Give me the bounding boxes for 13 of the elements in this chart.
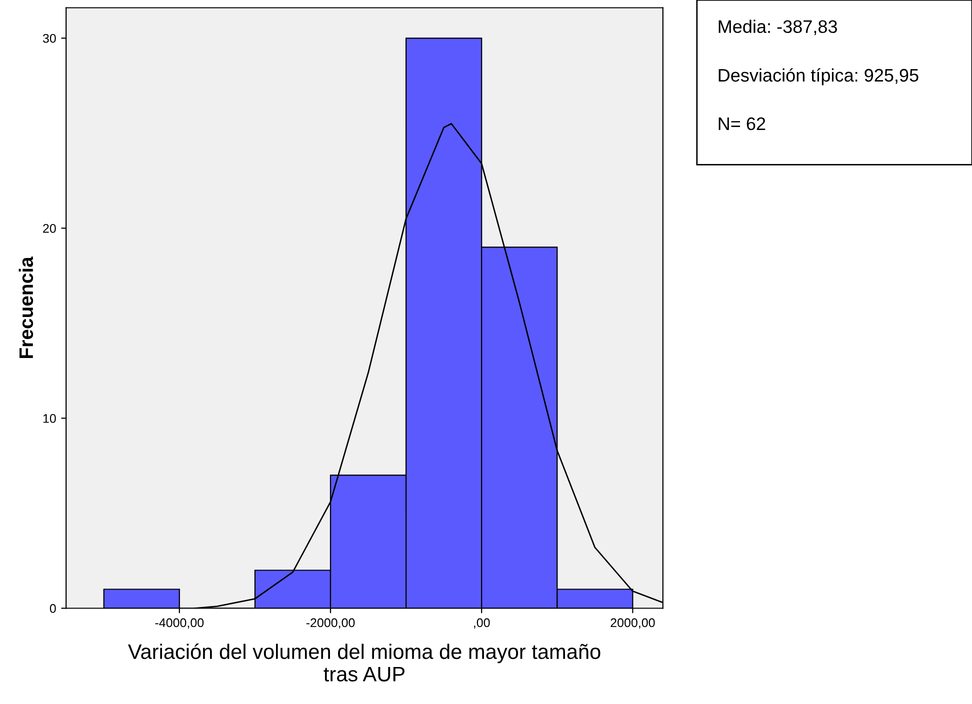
y-tick-label: 30 <box>42 34 56 43</box>
y-tick-label: 10 <box>43 414 56 423</box>
x-tick-label: -2000,00 <box>306 618 355 629</box>
y-tick-label: 20 <box>43 224 56 233</box>
text: Desviación típica: 925,95 <box>718 68 918 86</box>
y-tick-label: 0 <box>50 604 56 613</box>
x-axis-title: Variación del volumen del mioma de mayor tamaño tras AUP <box>128 644 600 682</box>
x-tick-label: -4000,00 <box>155 618 204 629</box>
text: Media: -387,83 <box>718 20 837 36</box>
y-axis-title: Frecuencia <box>18 256 34 358</box>
x-tick-label: ,00 <box>474 618 490 629</box>
text: N= 62 <box>718 117 766 130</box>
x-tick-label: 2000,00 <box>610 618 655 629</box>
